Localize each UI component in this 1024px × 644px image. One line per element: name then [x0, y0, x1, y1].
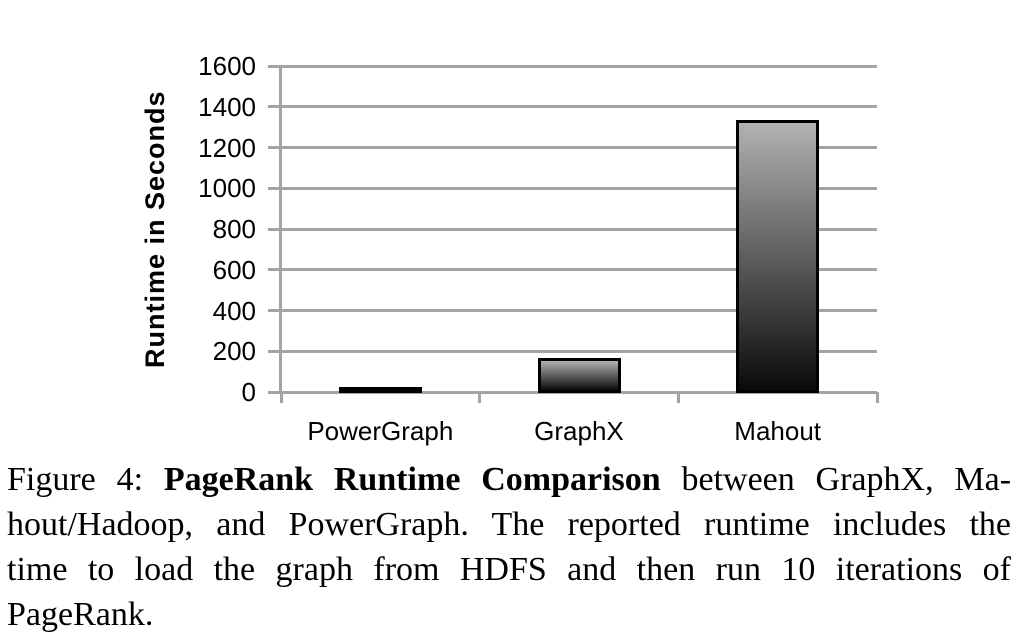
gridline-1000 [281, 186, 877, 190]
gridline-1200 [281, 146, 877, 149]
x-label-graphx: GraphX [534, 416, 624, 446]
y-tick-mark-800 [268, 227, 281, 231]
bar-powergraph [338, 387, 422, 393]
caption-text: between GraphX, Ma- [660, 461, 1012, 498]
x-tick-mark-1 [478, 392, 482, 403]
y-tick-label-1200: 1200 [198, 132, 256, 163]
y-axis-tick-labels: 0 200 400 600 800 1000 1200 1400 1600 [0, 52, 257, 406]
figure-caption: Figure 4: PageRank Runtime Comparison be… [7, 457, 1011, 637]
caption-bold-title: PageRank Runtime Comparison [163, 461, 661, 498]
caption-text: hout/Hadoop, and PowerGraph. The reporte… [7, 506, 1011, 543]
gridline-200 [281, 349, 877, 353]
y-tick-label-600: 600 [212, 254, 256, 285]
caption-line-3: time to load the graph from HDFS and the… [7, 547, 1011, 592]
y-tick-mark-600 [268, 268, 281, 272]
caption-text: time to load the graph from HDFS and the… [7, 551, 1011, 588]
plot-area [268, 64, 879, 403]
y-tick-label-1400: 1400 [198, 91, 256, 122]
y-tick-mark-0 [268, 390, 281, 394]
caption-text: Figure 4: [7, 461, 164, 498]
gridline-400 [281, 309, 877, 312]
gridline-1600 [281, 64, 877, 68]
gridline-600 [281, 268, 877, 272]
y-tick-mark-1400 [268, 105, 281, 109]
x-label-mahout: Mahout [734, 416, 822, 446]
x-tick-mark-0 [279, 392, 283, 403]
y-tick-label-0: 0 [241, 377, 256, 407]
y-tick-mark-1000 [268, 186, 281, 190]
x-tick-mark-3 [875, 392, 879, 403]
caption-text: PageRank. [7, 596, 154, 633]
y-tick-label-1600: 1600 [198, 51, 256, 81]
x-axis-category-labels: PowerGraph GraphX Mahout [281, 414, 877, 448]
y-tick-mark-1600 [268, 64, 281, 68]
bar-graphx [537, 358, 621, 393]
x-tick-mark-2 [676, 392, 680, 403]
y-tick-mark-400 [268, 309, 281, 312]
y-tick-mark-1200 [268, 146, 281, 149]
pagerank-runtime-bar-chart: Runtime in Seconds 0 200 400 600 800 1000 1200… [0, 52, 879, 448]
gridline-800 [281, 227, 877, 231]
x-label-powergraph: PowerGraph [307, 416, 454, 446]
y-tick-label-1000: 1000 [198, 173, 256, 204]
gridline-1400 [281, 105, 877, 109]
bar-mahout [736, 119, 820, 393]
caption-line-2: hout/Hadoop, and PowerGraph. The reporte… [7, 502, 1011, 547]
caption-line-1: Figure 4: PageRank Runtime Comparison be… [7, 457, 1011, 502]
y-tick-label-400: 400 [212, 295, 256, 326]
y-tick-mark-200 [268, 349, 281, 353]
y-tick-label-200: 200 [212, 336, 256, 367]
caption-line-4: PageRank. [7, 592, 1011, 637]
y-tick-label-800: 800 [212, 214, 256, 244]
